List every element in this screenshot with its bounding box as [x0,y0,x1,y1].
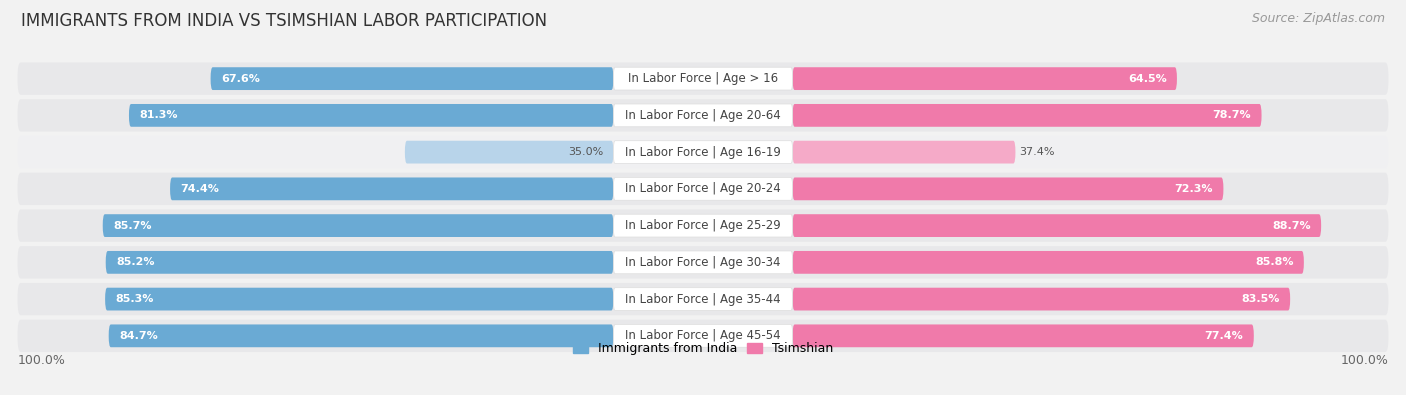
Text: Source: ZipAtlas.com: Source: ZipAtlas.com [1251,12,1385,25]
FancyBboxPatch shape [613,177,793,200]
FancyBboxPatch shape [17,320,1389,352]
FancyBboxPatch shape [793,104,1261,127]
FancyBboxPatch shape [103,214,613,237]
Text: In Labor Force | Age 20-24: In Labor Force | Age 20-24 [626,182,780,196]
Text: 37.4%: 37.4% [1019,147,1054,157]
Text: 81.3%: 81.3% [139,110,177,120]
FancyBboxPatch shape [793,324,1254,347]
Text: IMMIGRANTS FROM INDIA VS TSIMSHIAN LABOR PARTICIPATION: IMMIGRANTS FROM INDIA VS TSIMSHIAN LABOR… [21,12,547,30]
Text: 35.0%: 35.0% [568,147,603,157]
FancyBboxPatch shape [613,67,793,90]
FancyBboxPatch shape [17,136,1389,168]
Text: 100.0%: 100.0% [1340,354,1389,367]
FancyBboxPatch shape [405,141,613,164]
FancyBboxPatch shape [108,324,613,347]
FancyBboxPatch shape [170,177,613,200]
FancyBboxPatch shape [793,177,1223,200]
Text: 85.7%: 85.7% [112,221,152,231]
FancyBboxPatch shape [129,104,613,127]
FancyBboxPatch shape [105,251,613,274]
Text: In Labor Force | Age 16-19: In Labor Force | Age 16-19 [626,146,780,159]
FancyBboxPatch shape [793,214,1322,237]
Text: 85.3%: 85.3% [115,294,153,304]
Text: In Labor Force | Age 45-54: In Labor Force | Age 45-54 [626,329,780,342]
FancyBboxPatch shape [211,67,613,90]
FancyBboxPatch shape [613,288,793,310]
FancyBboxPatch shape [17,173,1389,205]
Text: 100.0%: 100.0% [17,354,66,367]
FancyBboxPatch shape [613,104,793,127]
Text: 83.5%: 83.5% [1241,294,1279,304]
Text: 67.6%: 67.6% [221,73,260,84]
Text: In Labor Force | Age 20-64: In Labor Force | Age 20-64 [626,109,780,122]
Text: 84.7%: 84.7% [120,331,157,341]
FancyBboxPatch shape [793,67,1177,90]
FancyBboxPatch shape [613,251,793,274]
FancyBboxPatch shape [17,283,1389,315]
Text: In Labor Force | Age 35-44: In Labor Force | Age 35-44 [626,293,780,306]
Text: 77.4%: 77.4% [1205,331,1243,341]
FancyBboxPatch shape [105,288,613,310]
Text: 85.8%: 85.8% [1256,258,1294,267]
Text: 64.5%: 64.5% [1128,73,1167,84]
FancyBboxPatch shape [17,246,1389,278]
Text: 88.7%: 88.7% [1272,221,1310,231]
FancyBboxPatch shape [613,324,793,347]
Text: 72.3%: 72.3% [1174,184,1213,194]
FancyBboxPatch shape [793,288,1291,310]
FancyBboxPatch shape [17,99,1389,132]
FancyBboxPatch shape [613,214,793,237]
Text: 74.4%: 74.4% [180,184,219,194]
Text: In Labor Force | Age 25-29: In Labor Force | Age 25-29 [626,219,780,232]
Text: In Labor Force | Age 30-34: In Labor Force | Age 30-34 [626,256,780,269]
FancyBboxPatch shape [613,141,793,164]
Text: 85.2%: 85.2% [117,258,155,267]
Text: In Labor Force | Age > 16: In Labor Force | Age > 16 [628,72,778,85]
FancyBboxPatch shape [793,141,1015,164]
FancyBboxPatch shape [793,251,1303,274]
FancyBboxPatch shape [17,209,1389,242]
FancyBboxPatch shape [17,62,1389,95]
Text: 78.7%: 78.7% [1212,110,1251,120]
Legend: Immigrants from India, Tsimshian: Immigrants from India, Tsimshian [568,337,838,360]
